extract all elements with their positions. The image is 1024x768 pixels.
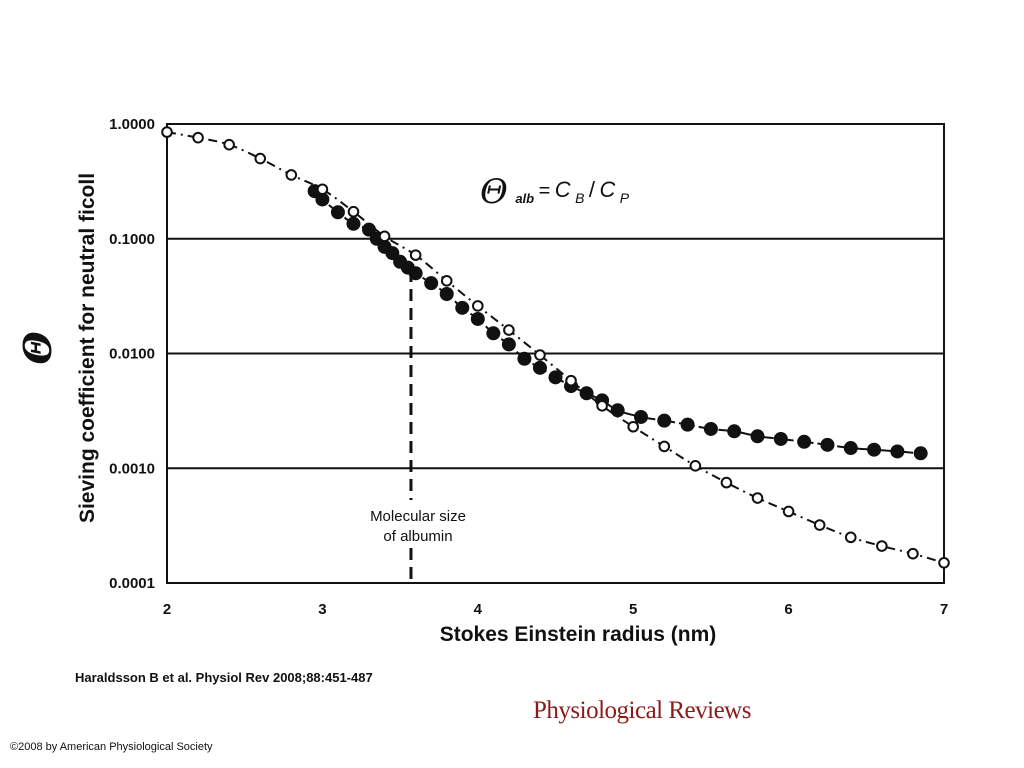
x-tick-label: 4 <box>474 601 483 618</box>
citation: Haraldsson B et al. Physiol Rev 2008;88:… <box>75 670 373 685</box>
filled-data-point <box>532 360 547 375</box>
filled-data-point <box>470 311 485 326</box>
x-tick-label: 7 <box>940 601 948 618</box>
open-data-point <box>565 374 577 387</box>
copyright: ©2008 by American Physiological Society <box>10 741 213 753</box>
filled-data-point <box>913 446 928 461</box>
filled-data-point <box>548 370 563 385</box>
journal-logo: Physiological Reviews <box>533 697 751 724</box>
y-tick-label: 0.1000 <box>109 231 155 248</box>
open-data-point <box>907 547 919 560</box>
filled-data-point <box>727 424 742 439</box>
albumin-annotation-line2: of albumin <box>383 528 452 545</box>
equation-slash: / <box>589 177 596 202</box>
filled-data-point <box>750 429 765 444</box>
open-data-point <box>347 205 360 218</box>
filled-data-point <box>315 192 330 207</box>
open-data-point <box>254 152 267 165</box>
open-data-point <box>409 249 422 261</box>
filled-data-point <box>346 216 361 231</box>
albumin-annotation-line1: Molecular size <box>370 508 466 525</box>
x-tick-label: 5 <box>629 601 637 618</box>
open-data-point <box>192 131 204 144</box>
filled-data-point <box>408 266 423 281</box>
filled-data-point <box>501 337 516 352</box>
plot-frame <box>166 123 945 584</box>
filled-data-point <box>424 276 439 291</box>
open-data-point <box>161 126 173 138</box>
x-tick-labels: 2 3 4 5 6 7 <box>163 601 948 618</box>
y-tick-label: 0.0100 <box>109 346 155 363</box>
equation-cp: C <box>599 177 615 202</box>
filled-data-point <box>579 386 594 401</box>
filled-data-point <box>890 444 905 459</box>
filled-data-point <box>657 413 672 428</box>
filled-data-point <box>680 417 695 432</box>
equation-cp-sub: P <box>620 190 630 206</box>
filled-data-point <box>773 431 788 446</box>
equation-cb: C <box>555 177 571 202</box>
filled-data-point <box>703 421 718 436</box>
equation-subscript: alb <box>515 191 534 206</box>
filled-data-point <box>385 246 400 261</box>
open-data-point <box>627 420 640 433</box>
open-data-point <box>782 505 795 518</box>
filled-data-point <box>867 442 882 457</box>
open-data-point <box>316 183 329 196</box>
y-axis-title: Sieving coefficient for neutral ficoll <box>76 173 99 523</box>
filled-data-point <box>843 441 858 456</box>
grid-lines <box>167 237 944 470</box>
open-data-point <box>596 400 608 412</box>
filled-data-point <box>820 437 835 452</box>
filled-data-point <box>797 434 812 449</box>
filled-data-point <box>330 205 345 220</box>
open-data-point <box>503 324 515 336</box>
y-tick-label: 0.0010 <box>109 460 155 477</box>
equation-equals: = <box>539 180 551 202</box>
filled-data-point <box>633 409 648 424</box>
filled-data-point <box>439 287 454 302</box>
open-data-point <box>378 230 391 243</box>
y-tick-label: 1.0000 <box>109 116 155 133</box>
y-axis-theta-symbol: Θ <box>15 331 60 364</box>
open-data-point <box>813 519 826 531</box>
x-tick-label: 2 <box>163 601 171 618</box>
filled-data-point <box>362 222 377 237</box>
open-data-point <box>472 300 484 312</box>
x-tick-label: 3 <box>318 601 326 618</box>
y-tick-labels: 1.0000 0.1000 0.0100 0.0010 0.0001 <box>109 116 155 592</box>
open-data-point <box>440 275 453 287</box>
equation-cb-sub: B <box>575 190 584 206</box>
filled-data-point <box>517 351 532 366</box>
filled-data-point <box>455 300 470 315</box>
equation-theta: Θ <box>480 172 508 212</box>
open-data-point <box>751 492 764 504</box>
open-data-point <box>658 440 671 453</box>
y-tick-label: 0.0001 <box>109 575 155 592</box>
x-axis-title: Stokes Einstein radius (nm) <box>440 623 717 646</box>
filled-data-point <box>486 326 501 341</box>
open-data-point <box>876 540 888 552</box>
equation: Θ alb = C B / C P <box>480 172 630 212</box>
data-points <box>161 126 950 569</box>
open-data-point <box>689 460 702 472</box>
open-data-point <box>720 476 733 489</box>
open-data-point <box>285 169 298 181</box>
open-data-point <box>534 349 546 361</box>
open-data-point <box>844 531 857 544</box>
filled-data-point <box>610 403 625 418</box>
x-tick-label: 6 <box>784 601 792 618</box>
open-data-point <box>223 138 235 151</box>
open-data-point <box>938 556 950 569</box>
